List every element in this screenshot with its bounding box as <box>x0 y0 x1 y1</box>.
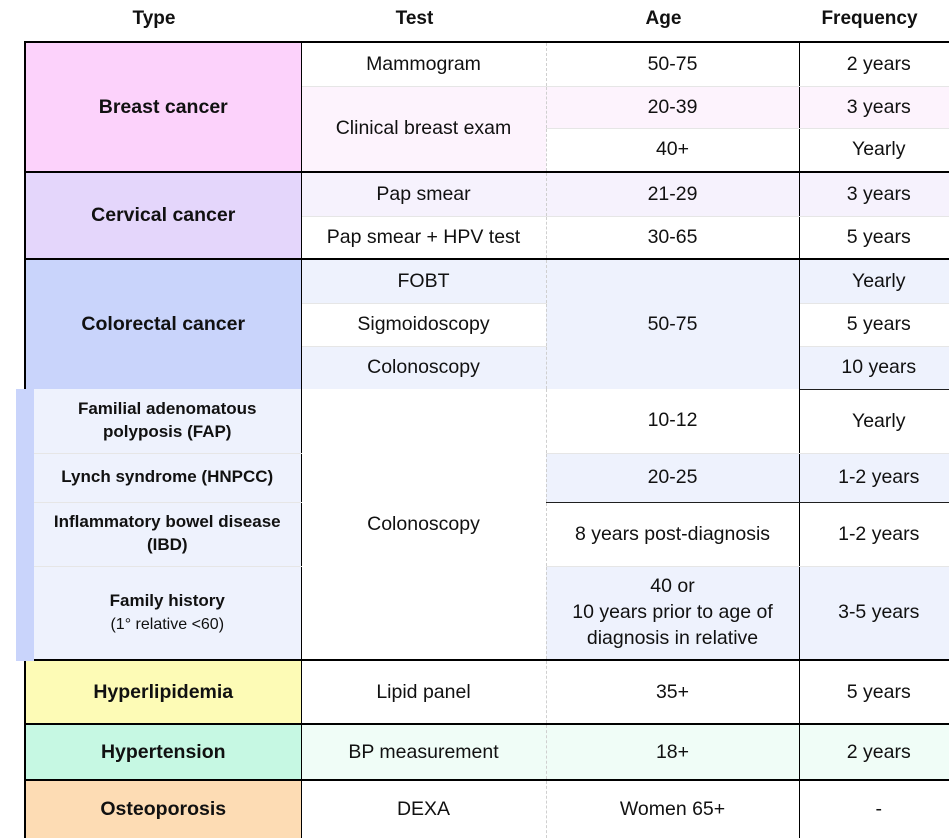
age-cell: 40+ <box>546 128 800 172</box>
type-ibd: Inflammatory bowel disease (IBD) <box>16 502 302 567</box>
table-row: Inflammatory bowel disease (IBD) 8 years… <box>16 502 949 567</box>
age-cell: 20-25 <box>546 453 800 503</box>
frequency-cell: Yearly <box>799 389 949 454</box>
test-dexa: DEXA <box>301 779 547 838</box>
frequency-cell: 2 years <box>799 41 949 87</box>
type-hyperlipidemia: Hyperlipidemia <box>24 659 302 724</box>
age-line: 40 or <box>650 575 695 598</box>
age-line: diagnosis in relative <box>586 626 759 649</box>
test-colonoscopy: Colonoscopy <box>301 346 547 389</box>
table-row: Colorectal cancer FOBT 50-75 Yearly <box>24 258 949 389</box>
type-lynch: Lynch syndrome (HNPCC) <box>16 453 302 503</box>
frequency-cell: 3 years <box>799 171 949 217</box>
age-cell: 35+ <box>546 659 800 724</box>
test-clinical-breast-exam: Clinical breast exam <box>301 86 547 172</box>
frequency-cell: Yearly <box>852 138 906 161</box>
frequency-cell: 1-2 years <box>799 453 949 503</box>
test-highrisk-colonoscopy: Colonoscopy <box>301 389 547 660</box>
frequency-cell: - <box>799 779 949 838</box>
table-row: Sigmoidoscopy 5 years <box>25 303 949 347</box>
age-cell: 50-75 <box>546 41 800 87</box>
table-row: Clinical breast exam 20-39 3 years <box>25 86 949 172</box>
type-osteoporosis: Osteoporosis <box>24 779 302 838</box>
table-row: Breast cancer Mammogram 50-75 2 years <box>24 41 949 172</box>
header-frequency: Frequency <box>821 8 918 29</box>
table-row: Lynch syndrome (HNPCC) 20-25 1-2 years <box>16 453 949 503</box>
age-cell: 8 years post-diagnosis <box>546 502 800 567</box>
frequency-cell: 3 years <box>799 86 949 129</box>
age-cell: 21-29 <box>546 171 800 217</box>
age-cell: 40 or 10 years prior to age of diagnosis… <box>546 566 800 660</box>
test-sigmoidoscopy: Sigmoidoscopy <box>301 303 547 347</box>
age-cell: 30-65 <box>546 216 800 259</box>
frequency-cell: 5 years <box>799 659 949 724</box>
screening-table: Breast cancer Mammogram 50-75 2 years Cl… <box>16 41 949 838</box>
age-cell: 18+ <box>546 723 800 780</box>
frequency-cell: Yearly <box>799 258 949 304</box>
header-type: Type <box>132 8 176 29</box>
age-cell: 20-39 <box>546 86 800 129</box>
age-cell: Women 65+ <box>546 779 800 838</box>
table-row: 40+ Yearly <box>25 128 949 172</box>
test-pap-smear: Pap smear <box>301 171 547 217</box>
test-mammogram: Mammogram <box>301 41 547 87</box>
type-hypertension: Hypertension <box>24 723 302 780</box>
table-row: Pap smear + HPV test 30-65 5 years <box>25 216 949 259</box>
table-row: Colonoscopy 10 years <box>25 346 949 390</box>
table-row: Osteoporosis DEXA Women 65+ - <box>24 779 949 838</box>
frequency-cell: 5 years <box>799 303 949 347</box>
test-bp-measurement: BP measurement <box>301 723 547 780</box>
table-row: Hypertension BP measurement 18+ 2 years <box>24 723 949 780</box>
test-pap-hpv: Pap smear + HPV test <box>301 216 547 259</box>
age-line: 10 years prior to age of <box>572 600 773 623</box>
type-cervical-cancer: Cervical cancer <box>24 171 302 259</box>
table-row: Familial adenomatous polyposis (FAP) Col… <box>16 389 949 660</box>
frequency-cell: 5 years <box>846 225 911 248</box>
frequency-cell: 3-5 years <box>799 566 949 660</box>
type-fap: Familial adenomatous polyposis (FAP) <box>16 389 302 454</box>
type-breast-cancer: Breast cancer <box>24 41 302 172</box>
table-row: Cervical cancer Pap smear 21-29 3 years <box>24 171 949 259</box>
frequency-cell: 1-2 years <box>799 502 949 567</box>
family-history-label: Family history <box>109 590 225 610</box>
frequency-cell: 10 years <box>799 346 949 390</box>
test-lipid-panel: Lipid panel <box>301 659 547 724</box>
header-test: Test <box>395 8 434 29</box>
frequency-cell: 2 years <box>799 723 949 780</box>
type-family-history: Family history (1° relative <60) <box>16 566 302 660</box>
age-cell: 50-75 <box>546 258 800 389</box>
table-row: Hyperlipidemia Lipid panel 35+ 5 years <box>24 659 949 724</box>
family-history-note: (1° relative <60) <box>110 615 225 633</box>
test-fobt: FOBT <box>301 258 547 304</box>
type-colorectal-cancer: Colorectal cancer <box>24 258 302 389</box>
table-row: Family history (1° relative <60) 40 or 1… <box>16 566 949 660</box>
age-cell: 10-12 <box>546 389 800 454</box>
header-age: Age <box>645 8 682 29</box>
